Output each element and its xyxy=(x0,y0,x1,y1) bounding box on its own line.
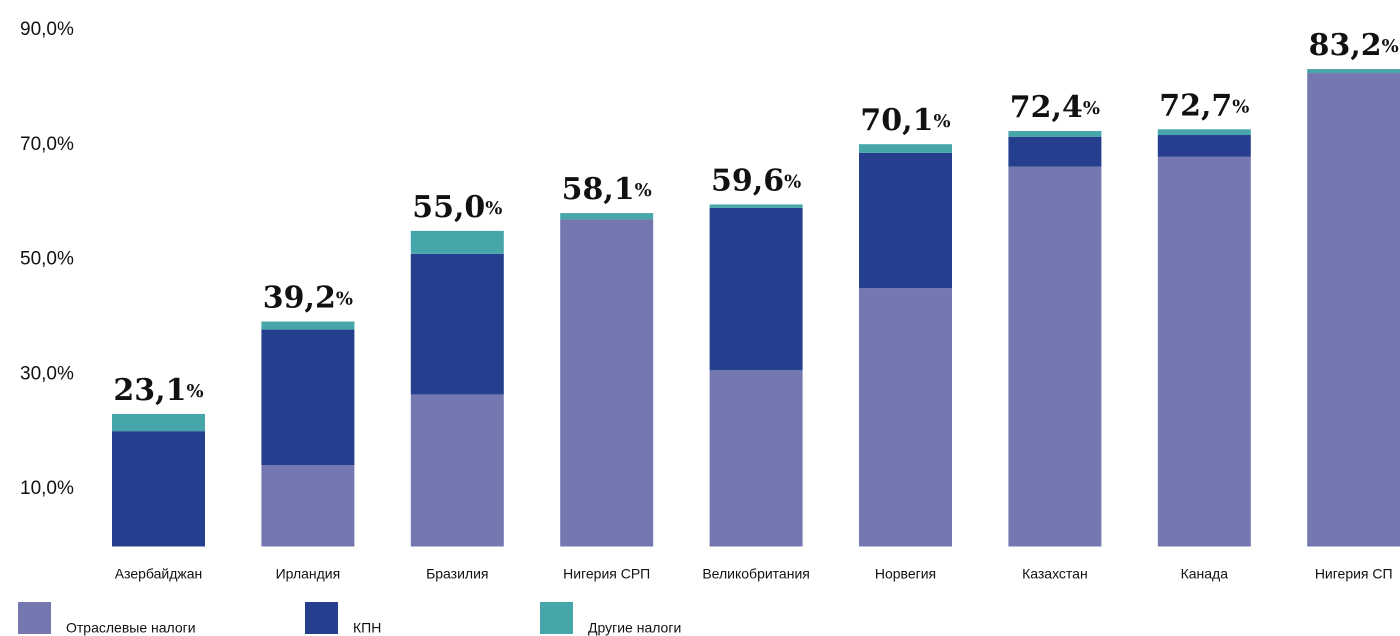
legend-label: Другие налоги xyxy=(588,620,681,636)
bar-segment xyxy=(859,152,952,289)
x-tick-label: Азербайджан xyxy=(115,566,203,582)
x-tick-label: Нигерия СРП xyxy=(563,566,650,582)
total-label: 39,2% xyxy=(263,281,353,316)
legend-swatch xyxy=(18,602,51,634)
bar-segment xyxy=(261,465,355,547)
bar-segment xyxy=(261,321,355,330)
bar-segment xyxy=(1157,156,1251,547)
total-label: 23,1% xyxy=(113,373,203,408)
bar-segment xyxy=(112,431,205,547)
total-label: 55,0% xyxy=(412,190,502,225)
bar-segment xyxy=(709,204,803,208)
bar-segment xyxy=(1157,135,1251,157)
bar-segment xyxy=(709,207,803,371)
x-tick-label: Бразилия xyxy=(426,566,488,582)
bar-segment xyxy=(560,219,654,547)
bar-segment xyxy=(1008,136,1102,167)
x-tick-label: Великобритания xyxy=(702,566,810,582)
bar-segment xyxy=(1008,166,1102,547)
legend-swatch xyxy=(305,602,338,634)
bar-segment xyxy=(1307,69,1400,74)
x-tick-label: Казахстан xyxy=(1022,566,1088,582)
y-tick-label: 30,0% xyxy=(20,363,74,384)
total-label: 83,2% xyxy=(1309,28,1399,63)
legend-label: Отраслевые налоги xyxy=(66,620,196,636)
total-label: 58,1% xyxy=(562,172,652,207)
bar-segment xyxy=(859,288,952,547)
total-label: 59,6% xyxy=(711,163,801,198)
legend-swatch xyxy=(540,602,573,634)
bar-segment xyxy=(410,230,504,254)
y-tick-label: 90,0% xyxy=(20,19,74,40)
bar-segment xyxy=(859,144,952,153)
x-tick-label: Норвегия xyxy=(875,566,936,582)
x-tick-label: Ирландия xyxy=(276,566,341,582)
total-label: 72,4% xyxy=(1010,90,1100,125)
legend-label: КПН xyxy=(353,620,381,636)
bar-segment xyxy=(410,394,504,547)
total-label: 72,7% xyxy=(1159,88,1249,123)
bar-segment xyxy=(1157,129,1251,136)
bar-segment xyxy=(1307,73,1400,547)
x-tick-label: Канада xyxy=(1181,566,1229,582)
y-tick-label: 10,0% xyxy=(20,478,74,499)
y-tick-label: 70,0% xyxy=(20,134,74,155)
total-label: 70,1% xyxy=(860,103,950,138)
bar-segment xyxy=(560,213,654,220)
bar-segment xyxy=(709,370,803,547)
y-tick-label: 50,0% xyxy=(20,249,74,270)
bar-segment xyxy=(112,413,205,432)
bar-segment xyxy=(261,329,355,466)
bar-segment xyxy=(1008,131,1102,137)
x-tick-label: Нигерия СП xyxy=(1315,566,1393,582)
bar-segment xyxy=(410,253,504,395)
